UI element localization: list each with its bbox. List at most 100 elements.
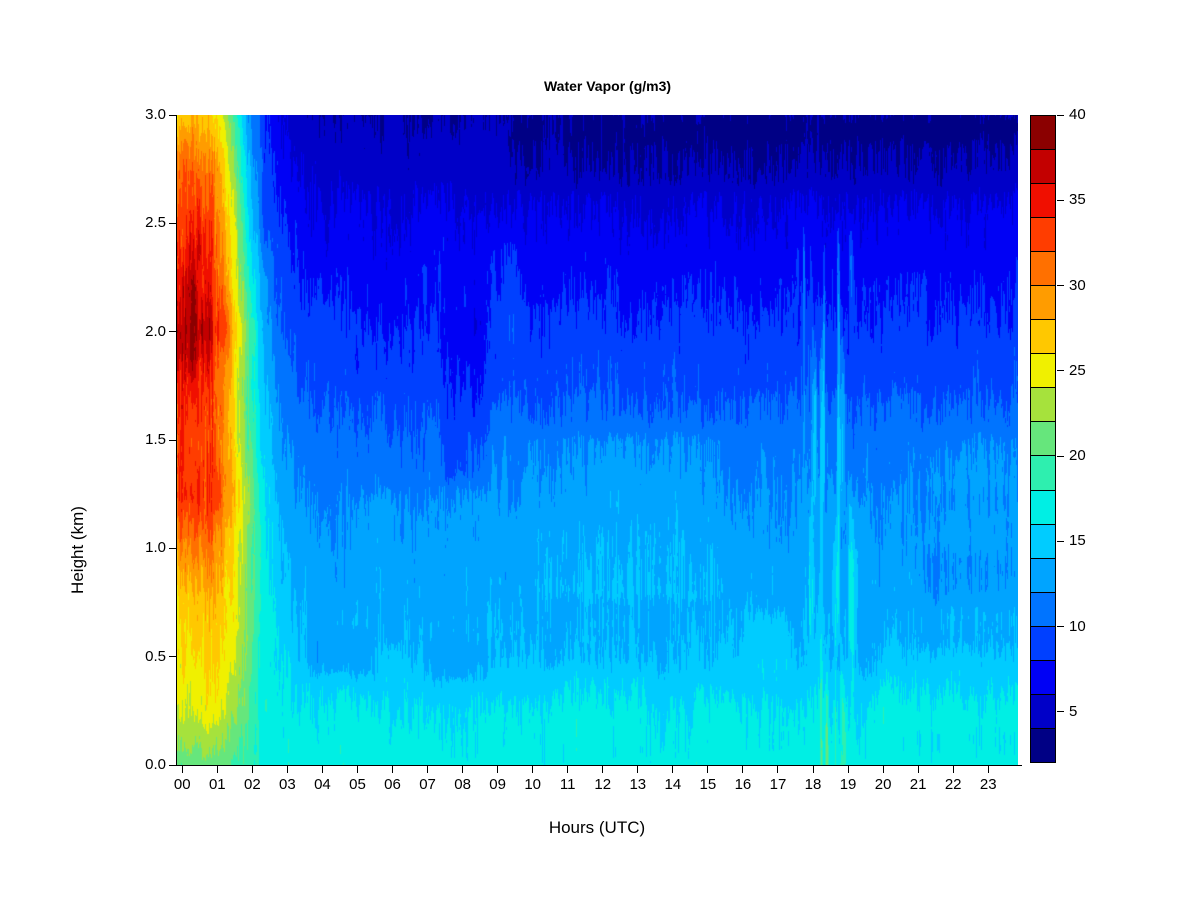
x-tick-mark [286, 766, 288, 773]
colorbar-tick-mark [1057, 455, 1064, 457]
colorbar-segment [1031, 218, 1055, 253]
colorbar-tick-label: 20 [1069, 447, 1086, 465]
x-tick-mark [917, 766, 919, 773]
colorbar [1030, 115, 1056, 763]
colorbar-segment [1031, 694, 1055, 729]
colorbar-segment [1031, 626, 1055, 661]
colorbar-tick-mark [1057, 114, 1064, 116]
x-tick-label: 20 [874, 776, 892, 793]
colorbar-segment [1031, 150, 1055, 185]
colorbar-tick-mark [1057, 711, 1064, 713]
x-tick-label: 07 [419, 776, 436, 793]
x-tick-mark [181, 766, 183, 773]
colorbar-segment [1031, 320, 1055, 355]
colorbar-tick-label: 25 [1069, 361, 1086, 379]
y-tick-mark [169, 331, 177, 333]
x-tick-label: 09 [489, 776, 506, 793]
x-tick-label: 11 [559, 776, 576, 793]
y-tick-label: 1.0 [145, 539, 166, 557]
x-tick-label: 13 [629, 776, 647, 793]
x-tick-mark [742, 766, 744, 773]
colorbar-tick-mark [1057, 370, 1064, 372]
y-tick-label: 0.5 [145, 647, 166, 665]
x-tick-mark [497, 766, 499, 773]
y-tick-mark [169, 114, 177, 116]
x-tick-label: 02 [243, 776, 261, 793]
x-tick-label: 10 [524, 776, 542, 793]
x-tick-label: 00 [173, 776, 191, 793]
colorbar-tick-mark [1057, 199, 1064, 201]
colorbar-segment [1031, 286, 1055, 321]
x-tick-mark [882, 766, 884, 773]
y-tick-mark [169, 764, 177, 766]
colorbar-segment [1031, 660, 1055, 695]
colorbar-tick-label: 10 [1069, 617, 1086, 635]
x-tick-label: 16 [734, 776, 752, 793]
x-tick-mark [321, 766, 323, 773]
colorbar-segment [1031, 388, 1055, 423]
colorbar-segment [1031, 354, 1055, 389]
colorbar-segment [1031, 422, 1055, 457]
x-tick-mark [567, 766, 569, 773]
y-tick-label: 2.5 [145, 214, 166, 232]
colorbar-segment [1031, 490, 1055, 525]
y-tick-mark [169, 656, 177, 658]
x-tick-mark [637, 766, 639, 773]
x-tick-mark [777, 766, 779, 773]
colorbar-tick-mark [1057, 626, 1064, 628]
x-tick-label: 01 [208, 776, 226, 793]
colorbar-segment [1031, 592, 1055, 627]
x-tick-label: 18 [804, 776, 822, 793]
x-tick-mark [356, 766, 358, 773]
colorbar-tick-mark [1057, 285, 1064, 287]
x-tick-mark [847, 766, 849, 773]
x-axis-title: Hours (UTC) [548, 818, 646, 837]
x-tick-mark [251, 766, 253, 773]
y-tick-label: 3.0 [145, 106, 166, 123]
colorbar-segment [1031, 456, 1055, 491]
x-tick-mark [602, 766, 604, 773]
colorbar-segment [1031, 116, 1055, 151]
colorbar-tick-label: 5 [1069, 702, 1078, 720]
x-tick-label: 22 [944, 776, 962, 793]
y-tick-mark [169, 222, 177, 224]
x-tick-label: 06 [384, 776, 401, 793]
x-axis-line [176, 765, 1022, 766]
y-axis-title: Height (km) [68, 506, 87, 594]
x-tick-mark [987, 766, 989, 773]
x-tick-label: 04 [314, 776, 331, 793]
x-tick-mark [672, 766, 674, 773]
colorbar-segment [1031, 524, 1055, 559]
colorbar-tick-label: 35 [1069, 191, 1086, 209]
heatmap-canvas [177, 115, 1018, 765]
x-tick-label: 17 [769, 776, 787, 793]
x-tick-label: 21 [909, 776, 927, 793]
x-tick-mark [812, 766, 814, 773]
x-tick-label: 14 [664, 776, 682, 793]
y-tick-label: 2.0 [145, 322, 166, 340]
colorbar-tick-label: 15 [1069, 532, 1086, 550]
chart-title: Water Vapor (g/m3) [543, 78, 672, 94]
x-tick-mark [952, 766, 954, 773]
y-tick-mark [169, 547, 177, 549]
x-tick-mark [532, 766, 534, 773]
colorbar-tick-mark [1057, 540, 1064, 542]
x-tick-label: 15 [699, 776, 717, 793]
colorbar-segment [1031, 184, 1055, 219]
y-tick-mark [169, 439, 177, 441]
x-tick-label: 19 [839, 776, 857, 793]
x-tick-label: 05 [349, 776, 366, 793]
x-tick-mark [392, 766, 393, 773]
x-tick-label: 03 [279, 776, 296, 793]
y-tick-label: 1.5 [145, 431, 166, 448]
x-tick-label: 08 [454, 776, 471, 793]
y-tick-label: 0.0 [145, 756, 166, 773]
x-tick-mark [427, 766, 429, 773]
colorbar-segment [1031, 252, 1055, 287]
x-tick-label: 23 [979, 776, 997, 793]
colorbar-segment [1031, 558, 1055, 593]
x-tick-label: 12 [594, 776, 612, 793]
x-tick-mark [707, 766, 709, 773]
x-tick-mark [462, 766, 464, 773]
